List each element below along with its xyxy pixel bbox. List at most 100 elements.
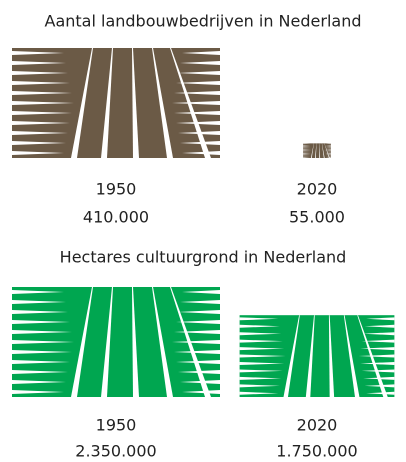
chart-title: Hectares cultuurgrond in Nederland (60, 248, 347, 267)
furrow (12, 71, 68, 75)
furrow (174, 350, 220, 354)
furrow (172, 101, 220, 105)
furrow (174, 330, 220, 334)
value-label: 1.750.000 (276, 442, 357, 461)
furrow (12, 101, 74, 105)
furrow (12, 51, 64, 55)
furrow (239, 347, 285, 351)
furrow (182, 290, 220, 294)
value-label: 2.350.000 (75, 442, 156, 461)
furrow (328, 315, 335, 397)
furrow (132, 48, 139, 158)
furrow (12, 300, 66, 304)
furrow (325, 146, 331, 147)
furrow (12, 61, 66, 65)
furrow (182, 151, 220, 155)
furrow (172, 340, 220, 344)
furrow (303, 154, 311, 155)
furrow (314, 143, 317, 158)
furrow (303, 143, 311, 145)
furrow (303, 150, 312, 151)
furrow (303, 153, 311, 154)
furrow (152, 48, 173, 158)
furrow (12, 340, 74, 344)
furrow (101, 48, 113, 158)
field-icon (12, 48, 220, 158)
furrow (239, 384, 280, 388)
furrow (239, 376, 282, 380)
furrow (303, 157, 311, 158)
value-label: 410.000 (83, 208, 149, 227)
furrow (12, 290, 64, 294)
furrow (12, 380, 66, 384)
furrow (283, 315, 300, 397)
furrow (239, 339, 283, 343)
year-label: 1950 (96, 416, 137, 435)
furrow (12, 390, 64, 394)
year-label: 2020 (297, 416, 338, 435)
furrow (325, 155, 331, 157)
furrow (324, 151, 331, 153)
furrow (324, 150, 331, 151)
year-label: 1950 (96, 180, 137, 199)
furrow (324, 143, 330, 158)
furrow (325, 143, 331, 145)
furrow (12, 91, 72, 95)
furrow (174, 91, 220, 95)
furrow (325, 157, 331, 158)
furrow (12, 131, 68, 135)
furrow (101, 287, 113, 397)
furrow (310, 143, 314, 158)
furrow (239, 391, 279, 395)
furrow (360, 362, 395, 365)
furrow (364, 384, 395, 388)
furrow (366, 391, 395, 395)
furrow (180, 300, 220, 304)
furrow (321, 143, 325, 158)
furrow (303, 147, 311, 149)
furrow (319, 143, 321, 158)
furrow (325, 147, 331, 149)
furrow (239, 324, 280, 328)
furrow (174, 111, 220, 115)
year-label: 2020 (297, 180, 338, 199)
furrow (176, 81, 220, 85)
furrow (12, 121, 70, 125)
furrow (12, 310, 68, 314)
furrow (12, 81, 70, 85)
furrow (180, 61, 220, 65)
furrow (12, 330, 72, 334)
furrow (303, 146, 311, 147)
field-icon (12, 287, 220, 397)
field-icon (303, 143, 331, 158)
furrow (180, 380, 220, 384)
furrow (303, 149, 312, 150)
field-icon (239, 315, 395, 397)
furrow (357, 315, 388, 397)
furrow (239, 362, 285, 365)
furrow (343, 315, 360, 397)
furrow (303, 151, 312, 153)
furrow (303, 155, 311, 157)
furrow (12, 360, 70, 364)
furrow (360, 347, 395, 351)
furrow (12, 111, 72, 115)
furrow (366, 317, 395, 321)
furrow (12, 370, 68, 374)
furrow (170, 287, 211, 397)
furrow (180, 141, 220, 145)
furrow (363, 332, 395, 336)
furrow (239, 369, 283, 373)
furrow (182, 51, 220, 55)
furrow (12, 151, 64, 155)
furrow (71, 48, 93, 158)
furrow (361, 339, 395, 343)
furrow (12, 320, 70, 324)
furrow (132, 287, 139, 397)
furrow (303, 144, 311, 146)
furrow (12, 141, 66, 145)
furrow (170, 48, 211, 158)
value-label: 55.000 (289, 208, 345, 227)
furrow (239, 354, 286, 358)
